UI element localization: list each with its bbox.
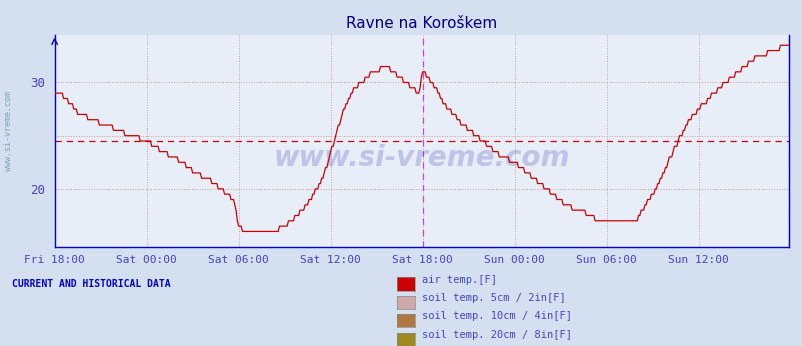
Text: CURRENT AND HISTORICAL DATA: CURRENT AND HISTORICAL DATA	[12, 279, 171, 289]
Text: air temp.[F]: air temp.[F]	[421, 275, 496, 284]
Text: www.si-vreme.com: www.si-vreme.com	[273, 144, 569, 172]
Text: www.si-vreme.com: www.si-vreme.com	[3, 91, 13, 172]
Text: soil temp. 5cm / 2in[F]: soil temp. 5cm / 2in[F]	[421, 293, 565, 303]
Text: soil temp. 20cm / 8in[F]: soil temp. 20cm / 8in[F]	[421, 330, 571, 339]
Title: Ravne na Koroškem: Ravne na Koroškem	[346, 16, 497, 31]
Text: soil temp. 10cm / 4in[F]: soil temp. 10cm / 4in[F]	[421, 311, 571, 321]
